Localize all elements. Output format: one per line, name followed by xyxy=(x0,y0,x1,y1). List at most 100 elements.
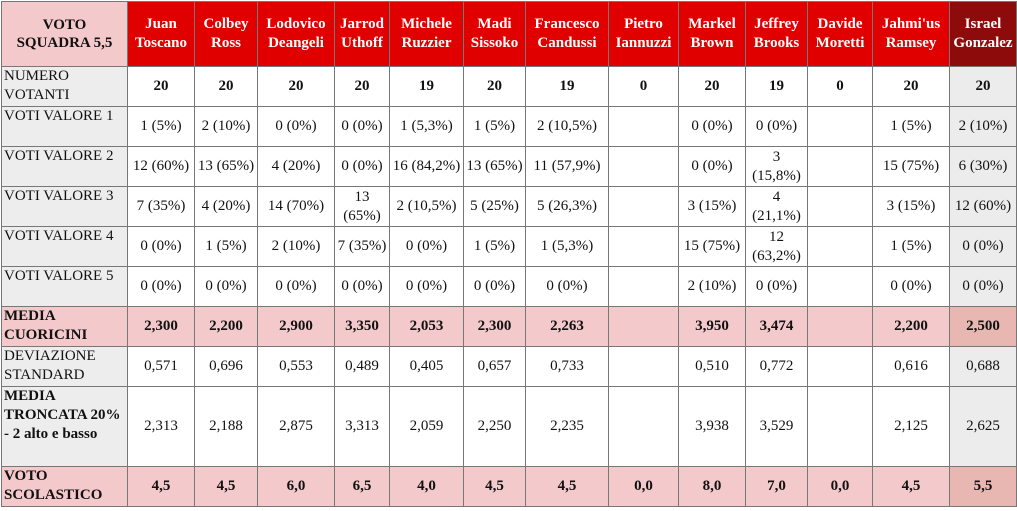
table-cell: 6,0 xyxy=(257,466,335,507)
table-cell: 20 xyxy=(949,66,1017,107)
table-cell: 2,053 xyxy=(389,306,464,347)
table-cell xyxy=(807,186,873,227)
table-cell: 3 (15%) xyxy=(678,186,746,227)
player-header: Jahmi'us Ramsey xyxy=(872,1,950,67)
table-cell: 0 (0%) xyxy=(127,266,195,307)
table-cell: 19 xyxy=(389,66,464,107)
table-row: VOTO SCOLASTICO 4,5 4,5 6,0 6,5 4,0 4,5 4,5 0,0 8… xyxy=(1,466,1017,507)
table-cell: 0,489 xyxy=(334,346,390,387)
table-cell: 1 (5%) xyxy=(127,106,195,147)
table-cell: 0,733 xyxy=(525,346,609,387)
table-cell: 4 (20%) xyxy=(194,186,258,227)
table-cell xyxy=(807,146,873,187)
table-cell xyxy=(608,146,679,187)
table-cell xyxy=(807,226,873,267)
table-cell xyxy=(807,266,873,307)
table-cell xyxy=(608,346,679,387)
table-cell: 1 (5%) xyxy=(872,106,950,147)
table-cell xyxy=(807,346,873,387)
table-cell: 4 (21,1%) xyxy=(745,186,808,227)
table-cell: 3 (15%) xyxy=(872,186,950,227)
player-header: Jeffrey Brooks xyxy=(745,1,808,67)
table-cell: 2 (10,5%) xyxy=(525,106,609,147)
table-cell: 0,0 xyxy=(608,466,679,507)
table-cell: 2,500 xyxy=(949,306,1017,347)
table-cell: 20 xyxy=(463,66,526,107)
table-cell: 0 (0%) xyxy=(257,106,335,147)
table-cell: 4,5 xyxy=(525,466,609,507)
player-header: Davide Moretti xyxy=(807,1,873,67)
player-header: Jarrod Uthoff xyxy=(334,1,390,67)
table-cell: 3,529 xyxy=(745,386,808,467)
table-cell: 2,875 xyxy=(257,386,335,467)
table-cell: 1 (5,3%) xyxy=(389,106,464,147)
table-row: MEDIA TRONCATA 20% - 2 alto e basso 2,313… xyxy=(1,386,1017,467)
row-label: NUMERO VOTANTI xyxy=(1,66,128,107)
table-cell: 3,938 xyxy=(678,386,746,467)
table-cell: 2 (10,5%) xyxy=(389,186,464,227)
table-cell: 5 (26,3%) xyxy=(525,186,609,227)
row-label: VOTI VALORE 5 xyxy=(1,266,128,307)
table-cell: 15 (75%) xyxy=(678,226,746,267)
table-body: NUMERO VOTANTI 20 20 20 20 19 20 19 0 20 19 0 20 20 VO… xyxy=(1,66,1017,507)
table-row: MEDIA CUORICINI 2,300 2,200 2,900 3,350 2,053… xyxy=(1,306,1017,347)
table-cell: 4,5 xyxy=(872,466,950,507)
table-cell: 1 (5%) xyxy=(194,226,258,267)
player-header: Markel Brown xyxy=(678,1,746,67)
table-cell: 11 (57,9%) xyxy=(525,146,609,187)
table-cell: 0 (0%) xyxy=(334,146,390,187)
table-cell: 2 (10%) xyxy=(194,106,258,147)
table-cell: 7 (35%) xyxy=(127,186,195,227)
table-cell: 0 (0%) xyxy=(678,146,746,187)
table-cell: 0,616 xyxy=(872,346,950,387)
table-cell xyxy=(608,186,679,227)
table-cell: 2,300 xyxy=(463,306,526,347)
table-cell: 0 (0%) xyxy=(257,266,335,307)
player-header: Israel Gonzalez xyxy=(949,1,1017,67)
table-cell: 6,5 xyxy=(334,466,390,507)
table-cell: 0,571 xyxy=(127,346,195,387)
table-cell: 20 xyxy=(127,66,195,107)
table-cell: 2,900 xyxy=(257,306,335,347)
table-cell: 0,772 xyxy=(745,346,808,387)
table-cell: 7,0 xyxy=(745,466,808,507)
table-cell: 0 (0%) xyxy=(872,266,950,307)
table-cell: 0,657 xyxy=(463,346,526,387)
row-label: MEDIA TRONCATA 20% - 2 alto e basso xyxy=(1,386,128,467)
table-cell: 1 (5%) xyxy=(872,226,950,267)
table-cell xyxy=(608,386,679,467)
header-row: VOTO SQUADRA 5,5 Juan Toscano Colbey Ross… xyxy=(1,1,1017,67)
table-cell: 19 xyxy=(525,66,609,107)
table-cell: 0 xyxy=(608,66,679,107)
player-header: Pietro Iannuzzi xyxy=(608,1,679,67)
table-cell: 13 (65%) xyxy=(194,146,258,187)
table-row: NUMERO VOTANTI 20 20 20 20 19 20 19 0 20 19 0 20 20 xyxy=(1,66,1017,107)
table-cell: 1 (5,3%) xyxy=(525,226,609,267)
table-row: DEVIAZIONE STANDARD 0,571 0,696 0,553 0,489 0… xyxy=(1,346,1017,387)
row-label: VOTO SCOLASTICO xyxy=(1,466,128,507)
table-cell: 14 (70%) xyxy=(257,186,335,227)
table-cell: 0 (0%) xyxy=(194,266,258,307)
table-cell: 2,235 xyxy=(525,386,609,467)
table-cell: 2,059 xyxy=(389,386,464,467)
team-vote-header: VOTO SQUADRA 5,5 xyxy=(1,1,128,67)
table-cell: 4,0 xyxy=(389,466,464,507)
row-label: DEVIAZIONE STANDARD xyxy=(1,346,128,387)
table-cell: 0 xyxy=(807,66,873,107)
player-header: Francesco Candussi xyxy=(525,1,609,67)
table-cell: 2,300 xyxy=(127,306,195,347)
table-cell: 19 xyxy=(745,66,808,107)
table-cell xyxy=(807,386,873,467)
table-cell xyxy=(807,306,873,347)
row-label: MEDIA CUORICINI xyxy=(1,306,128,347)
table-cell: 0 (0%) xyxy=(389,266,464,307)
table-cell: 2,263 xyxy=(525,306,609,347)
table-cell: 5,5 xyxy=(949,466,1017,507)
table-cell: 7 (35%) xyxy=(334,226,390,267)
table-cell: 4,5 xyxy=(463,466,526,507)
row-label: VOTI VALORE 4 xyxy=(1,226,128,267)
row-label: VOTI VALORE 2 xyxy=(1,146,128,187)
table-cell: 20 xyxy=(194,66,258,107)
